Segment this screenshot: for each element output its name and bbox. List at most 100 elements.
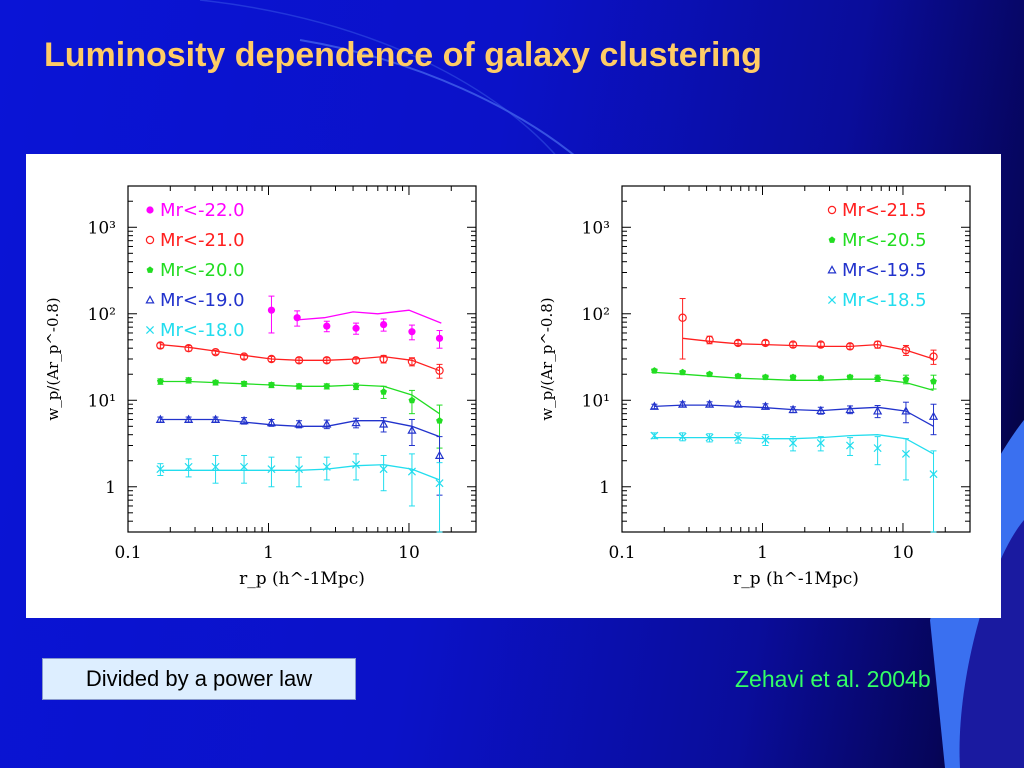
data-point (827, 295, 837, 305)
data-point (929, 470, 938, 479)
data-point (436, 417, 443, 424)
series-4 (650, 431, 938, 533)
series-5 (156, 453, 444, 533)
data-point (352, 324, 360, 332)
data-point (146, 206, 154, 214)
data-point (379, 465, 388, 474)
y-tick-label: 10³ (582, 218, 610, 238)
marker-stroke (435, 479, 444, 488)
data-point (145, 295, 155, 304)
marker-stroke (295, 465, 304, 474)
y-tick-label: 10² (88, 305, 116, 325)
data-point (323, 382, 331, 390)
y-tick-label: 10¹ (88, 391, 116, 411)
data-point (380, 320, 388, 329)
series-2 (651, 367, 937, 392)
data-point (651, 367, 658, 374)
data-point (211, 347, 220, 357)
marker-stroke (352, 460, 361, 469)
data-point (678, 432, 687, 441)
model-line (654, 371, 934, 392)
legend-label: Mr<-22.0 (160, 200, 245, 221)
data-point (929, 352, 938, 361)
data-point (789, 373, 797, 381)
data-point (678, 313, 687, 322)
data-point (901, 345, 911, 355)
data-point (788, 340, 798, 349)
data-point (379, 354, 388, 364)
marker-stroke (789, 439, 798, 448)
model-line (682, 337, 934, 360)
data-point (239, 352, 249, 361)
marker-stroke (827, 295, 837, 305)
data-point (322, 356, 331, 365)
data-point (184, 462, 193, 471)
marker-stroke (407, 467, 416, 476)
marker-stroke (929, 470, 938, 479)
data-point (816, 340, 825, 349)
legend-entry: Mr<-19.0 (145, 290, 245, 311)
data-point (407, 357, 417, 366)
data-point (293, 314, 301, 322)
data-point (210, 414, 221, 423)
legend-entry: Mr<-18.5 (827, 290, 927, 311)
marker-stroke (761, 435, 770, 444)
series-1 (267, 295, 444, 349)
y-tick-label: 10¹ (582, 391, 610, 411)
data-point (156, 341, 165, 350)
y-tick-label: 10² (582, 305, 610, 325)
data-point (827, 205, 837, 215)
data-point (380, 388, 387, 395)
data-point (184, 343, 193, 353)
data-point (845, 404, 855, 414)
data-point (379, 419, 389, 428)
data-point (816, 405, 826, 415)
data-point (295, 465, 304, 474)
data-point (268, 381, 275, 388)
legend-label: Mr<-20.0 (160, 260, 245, 281)
x-tick-label: 10 (892, 543, 914, 563)
data-point (845, 342, 855, 351)
x-tick-label: 1 (757, 543, 768, 563)
data-point (435, 479, 444, 488)
chart-panel-2: 0.1 1 10 1 10¹ 10² 10³ r_p (h^-1Mpc) w_p/(Ar_p^-… (538, 185, 971, 589)
legend-label: Mr<-19.5 (842, 260, 927, 281)
legend-entry: Mr<-19.5 (827, 260, 927, 281)
y-tick-label: 1 (105, 478, 116, 498)
data-point (322, 462, 331, 471)
marker-stroke (678, 432, 687, 441)
series-3 (649, 399, 939, 436)
data-point (874, 374, 881, 382)
caption-box: Divided by a power law (42, 658, 356, 700)
data-point (240, 462, 249, 471)
data-point (928, 411, 939, 420)
legend-label: Mr<-21.5 (842, 200, 927, 221)
marker-stroke (211, 462, 220, 471)
data-point (733, 399, 743, 408)
data-point (788, 404, 798, 414)
data-point (267, 306, 276, 314)
data-point (828, 236, 836, 243)
data-point (705, 335, 714, 345)
data-point (267, 354, 276, 364)
legend-entry: Mr<-21.5 (827, 200, 927, 221)
y-tick-label: 10³ (88, 218, 116, 238)
data-point (901, 406, 911, 415)
y-tick-label: 1 (599, 478, 610, 498)
data-point (827, 265, 837, 274)
data-point (434, 450, 445, 459)
data-point (762, 373, 769, 381)
model-line (297, 309, 442, 324)
chart-svg: 0.1 1 10 1 10¹ 10² 10³ r_p (h^-1Mpc) w_p/(Ar_p^-… (44, 185, 971, 589)
data-point (649, 401, 659, 410)
data-point (407, 425, 417, 434)
chart-panel-1: 0.1 1 10 1 10¹ 10² 10³ r_p (h^-1Mpc) w_p/(Ar_p^-… (44, 185, 477, 589)
data-point (295, 382, 303, 390)
data-point (817, 374, 825, 382)
data-point (760, 401, 771, 410)
citation-text: Zehavi et al. 2004b (735, 666, 931, 692)
legend-entry: Mr<-22.0 (146, 200, 245, 221)
series-1 (678, 298, 938, 365)
marker-stroke (873, 444, 882, 453)
x-axis-label: r_p (h^-1Mpc) (239, 569, 365, 589)
